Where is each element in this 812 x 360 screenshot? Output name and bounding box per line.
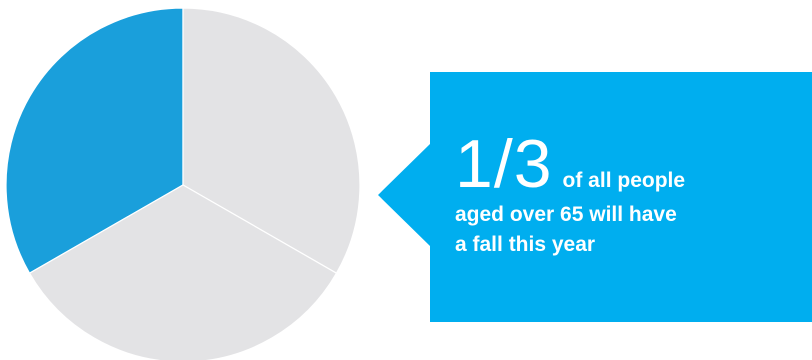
- statement-line-1: aged over 65 will have: [455, 203, 677, 226]
- pie-slices: [5, 7, 361, 360]
- headline: 1/3 of all people: [455, 130, 795, 198]
- callout-text: 1/3 of all people aged over 65 will have…: [455, 130, 795, 260]
- statement-line-2: a fall this year: [455, 233, 596, 256]
- fraction-value: 1/3: [455, 126, 553, 202]
- pie-slice-2: [182, 7, 361, 274]
- pie-slice-1: [5, 7, 184, 274]
- pie-chart: [5, 7, 361, 360]
- callout-box: [378, 72, 812, 322]
- statement: aged over 65 will have a fall this year: [455, 200, 795, 260]
- lead-text: of all people: [562, 169, 686, 192]
- callout-shape: [378, 72, 812, 322]
- pie-slice-3: [28, 184, 338, 360]
